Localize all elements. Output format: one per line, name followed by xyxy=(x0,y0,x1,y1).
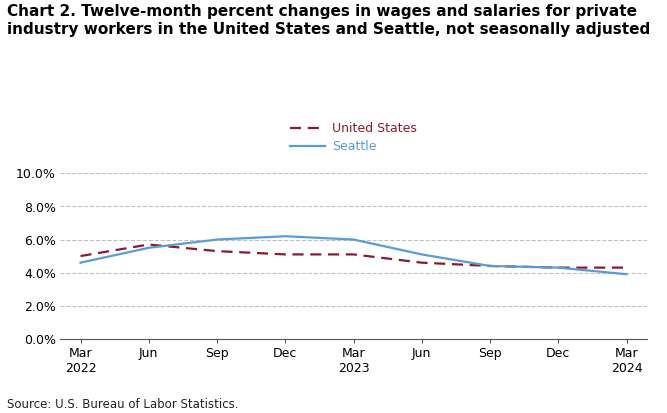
Seattle xyxy=(486,263,494,268)
Seattle xyxy=(350,237,358,242)
Seattle xyxy=(281,234,289,239)
Seattle xyxy=(554,265,562,270)
United States xyxy=(77,254,85,259)
United States xyxy=(554,265,562,270)
Seattle xyxy=(145,245,153,250)
Seattle xyxy=(418,252,426,257)
Line: United States: United States xyxy=(81,244,626,268)
United States xyxy=(145,242,153,247)
Legend: United States, Seattle: United States, Seattle xyxy=(290,122,417,153)
United States xyxy=(281,252,289,257)
Text: Chart 2. Twelve-month percent changes in wages and salaries for private
industry: Chart 2. Twelve-month percent changes in… xyxy=(7,4,650,36)
United States xyxy=(350,252,358,257)
Seattle xyxy=(213,237,221,242)
Seattle xyxy=(77,260,85,265)
Line: Seattle: Seattle xyxy=(81,236,626,274)
United States xyxy=(486,263,494,268)
United States xyxy=(622,265,630,270)
United States xyxy=(418,260,426,265)
Text: Source: U.S. Bureau of Labor Statistics.: Source: U.S. Bureau of Labor Statistics. xyxy=(7,398,238,411)
United States xyxy=(213,249,221,254)
Seattle xyxy=(622,272,630,277)
